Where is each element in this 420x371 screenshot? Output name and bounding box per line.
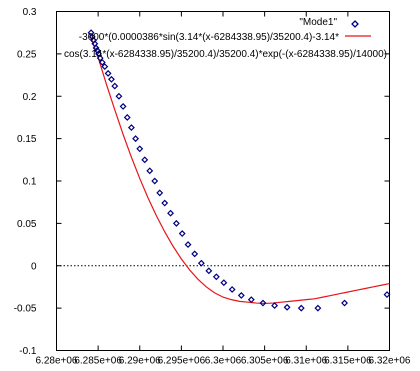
x-tick-label: 6.295e+06 — [158, 356, 206, 367]
data-point — [228, 286, 236, 293]
y-tick-label: 0 — [31, 261, 37, 272]
data-point — [132, 135, 140, 143]
data-point — [314, 304, 322, 312]
data-point — [92, 44, 100, 52]
data-point — [151, 177, 159, 185]
tick-layer: -0.1-0.0500.050.10.150.20.250.36.28e+066… — [14, 7, 411, 367]
series-layer — [87, 29, 391, 312]
legend-label-fit-line1: -3000*(0.0000386*sin(3.14*(x-6284338.95)… — [79, 32, 339, 43]
data-point — [383, 291, 391, 299]
data-point — [104, 69, 112, 77]
data-point — [184, 241, 192, 249]
data-point — [156, 189, 164, 197]
data-point — [167, 209, 175, 217]
legend-label-fit-line2: cos(3.14*(x-6284338.95)/35200.4)/35200.4… — [64, 49, 387, 60]
data-point — [259, 299, 267, 307]
data-point — [271, 302, 279, 310]
x-tick-label: 6.31e+06 — [285, 356, 327, 367]
data-point — [197, 259, 205, 267]
axes-layer — [56, 11, 390, 351]
x-tick-label: 6.28e+06 — [36, 356, 78, 367]
data-point — [107, 75, 115, 83]
data-point — [96, 54, 104, 62]
data-point — [191, 250, 199, 258]
x-tick-label: 6.315e+06 — [324, 356, 372, 367]
y-tick-label: 0.1 — [23, 177, 37, 188]
y-tick-label: -0.1 — [19, 346, 37, 357]
data-point — [119, 102, 127, 110]
data-point — [178, 230, 186, 237]
data-point — [111, 82, 119, 90]
data-point — [115, 92, 123, 100]
x-tick-label: 6.3e+06 — [205, 356, 242, 367]
data-point — [341, 299, 348, 307]
data-point — [161, 199, 169, 207]
plot-frame — [56, 11, 390, 351]
data-point — [297, 304, 305, 312]
data-point — [247, 296, 255, 304]
data-point — [98, 58, 106, 66]
data-point — [136, 145, 144, 153]
y-tick-label: 0.05 — [17, 219, 37, 230]
data-point — [146, 167, 154, 175]
x-tick-label: 6.305e+06 — [241, 356, 289, 367]
data-point — [101, 63, 109, 71]
y-tick-label: -0.05 — [14, 304, 37, 315]
y-tick-label: 0.2 — [23, 92, 37, 103]
fit-line — [89, 34, 390, 305]
y-tick-label: 0.3 — [23, 7, 37, 18]
data-point — [237, 291, 245, 299]
y-tick-label: 0.25 — [17, 49, 37, 60]
legend-label-mode1: "Mode1" — [299, 17, 337, 28]
data-point — [141, 156, 149, 164]
data-point — [127, 124, 135, 132]
data-point — [212, 273, 220, 281]
data-point — [220, 279, 228, 287]
data-point — [123, 113, 131, 121]
data-point — [172, 219, 180, 227]
x-tick-label: 6.29e+06 — [119, 356, 161, 367]
data-point — [283, 303, 291, 311]
x-tick-label: 6.285e+06 — [74, 356, 122, 367]
data-point — [205, 267, 213, 275]
y-tick-label: 0.15 — [17, 134, 37, 145]
legend-marker-mode1 — [351, 20, 359, 28]
x-tick-label: 6.32e+06 — [369, 356, 411, 367]
legend: "Mode1" -3000*(0.0000386*sin(3.14*(x-628… — [64, 17, 387, 60]
